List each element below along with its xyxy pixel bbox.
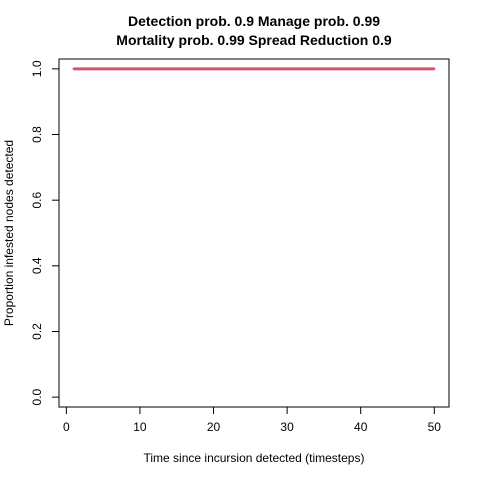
data-point [381, 67, 384, 71]
data-point [433, 67, 436, 71]
data-point [234, 67, 237, 71]
data-point [72, 67, 75, 71]
data-point [109, 67, 112, 71]
data-point [116, 67, 120, 71]
data-point [322, 67, 326, 71]
data-point [146, 67, 149, 71]
data-point [138, 67, 142, 71]
data-point [101, 67, 105, 71]
data-point [175, 67, 178, 71]
data-point [300, 67, 304, 71]
y-tick-label: 1.0 [30, 60, 44, 77]
data-point [293, 67, 296, 71]
data-point [227, 67, 230, 71]
x-tick-label: 40 [354, 420, 368, 434]
data-point [425, 67, 429, 71]
data-point [182, 67, 186, 71]
x-tick-label: 10 [133, 420, 147, 434]
data-point [256, 67, 259, 71]
x-tick-label: 20 [207, 420, 221, 434]
data-point [366, 67, 370, 71]
data-point [94, 67, 97, 71]
data-point [315, 67, 318, 71]
x-axis-label: Time since incursion detected (timesteps… [144, 451, 365, 465]
y-axis-label: Proportion infested nodes detected [2, 140, 16, 326]
data-point [330, 67, 333, 71]
y-tick-label: 0.8 [30, 126, 44, 143]
data-point [359, 67, 362, 71]
data-point [352, 67, 355, 71]
x-tick-label: 50 [428, 420, 442, 434]
data-point [263, 67, 267, 71]
data-point [278, 67, 281, 71]
data-point [396, 67, 399, 71]
data-point [87, 67, 90, 71]
data-point [285, 67, 289, 71]
chart-title-line-2: Mortality prob. 0.99 Spread Reduction 0.… [116, 32, 392, 48]
data-point [271, 67, 274, 71]
data-point [219, 67, 223, 71]
data-point [153, 67, 156, 71]
data-point [241, 67, 245, 71]
x-axis: 0 10 20 30 40 50 [63, 406, 442, 434]
data-point [403, 67, 407, 71]
data-point [418, 67, 421, 71]
data-point [190, 67, 193, 71]
data-point [374, 67, 377, 71]
data-point [79, 67, 83, 71]
y-tick-label: 0.0 [30, 388, 44, 405]
data-point [249, 67, 252, 71]
data-point [131, 67, 134, 71]
y-tick-label: 0.2 [30, 323, 44, 340]
data-point [204, 67, 208, 71]
y-axis: 0.0 0.2 0.4 0.6 0.8 1.0 [30, 60, 60, 405]
data-point [307, 67, 311, 71]
data-point [411, 67, 414, 71]
x-tick-label: 30 [280, 420, 294, 434]
data-point [388, 67, 392, 71]
y-tick-label: 0.4 [30, 257, 44, 274]
data-point [160, 67, 164, 71]
data-point [124, 67, 127, 71]
y-tick-label: 0.6 [30, 192, 44, 209]
data-point [344, 67, 348, 71]
x-tick-label: 0 [63, 420, 70, 434]
series-layer [72, 67, 436, 71]
plot-area-border [58, 58, 450, 408]
chart-title-line-1: Detection prob. 0.9 Manage prob. 0.99 [128, 13, 380, 29]
data-point [212, 67, 215, 71]
data-point [197, 67, 201, 71]
data-point [337, 67, 340, 71]
data-point [168, 67, 171, 71]
